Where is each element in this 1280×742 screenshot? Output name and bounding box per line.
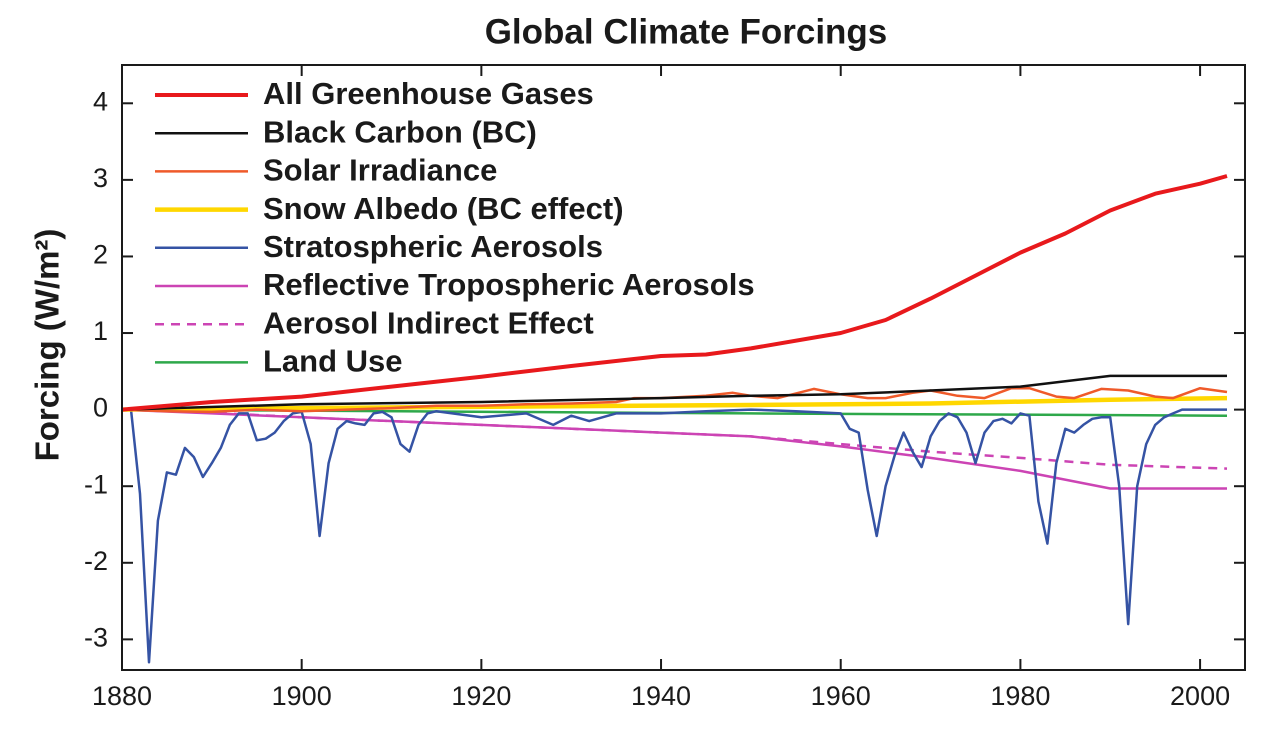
series-line [121, 395, 1228, 412]
legend-label: Solar Irradiance [263, 153, 497, 188]
series-line [121, 408, 1227, 490]
y-axis-label: Forcing (W/m²) [29, 229, 66, 462]
x-tick-label: 1960 [811, 681, 871, 711]
legend-label: All Greenhouse Gases [263, 76, 594, 111]
x-tick-label: 1940 [631, 681, 691, 711]
chart-title: Global Climate Forcings [485, 12, 888, 51]
x-tick-label: 1880 [92, 681, 152, 711]
x-tick-label: 1920 [451, 681, 511, 711]
legend-label: Black Carbon (BC) [263, 114, 537, 149]
y-tick-label: 1 [93, 316, 108, 346]
legend-label: Snow Albedo (BC effect) [263, 191, 624, 226]
y-tick-label: -3 [84, 622, 108, 652]
series-line [121, 386, 1228, 414]
plot-frame [121, 64, 1246, 671]
y-tick-label: 2 [93, 240, 108, 270]
series-line [122, 408, 1227, 664]
y-tick-label: 3 [93, 163, 108, 193]
y-tick-label: -1 [84, 469, 108, 499]
legend-label: Stratospheric Aerosols [263, 229, 603, 264]
legend-label: Land Use [263, 344, 403, 379]
y-tick-label: 0 [93, 393, 108, 423]
series-line [121, 374, 1227, 411]
legend-label: Reflective Tropospheric Aerosols [263, 267, 755, 302]
y-tick-label: -2 [84, 546, 108, 576]
x-tick-label: 1980 [990, 681, 1050, 711]
legend-label: Aerosol Indirect Effect [263, 305, 594, 340]
x-tick-label: 1900 [272, 681, 332, 711]
y-tick-label: 4 [93, 86, 108, 116]
series-line [121, 174, 1228, 412]
x-tick-label: 2000 [1170, 681, 1230, 711]
